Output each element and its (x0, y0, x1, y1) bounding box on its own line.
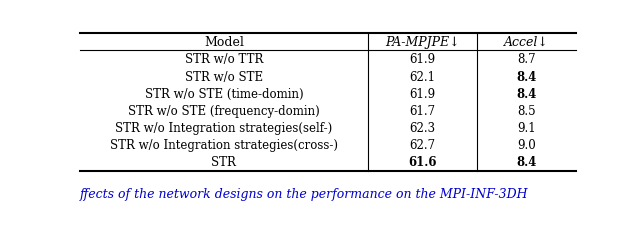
Text: 8.4: 8.4 (516, 70, 536, 83)
Text: 8.5: 8.5 (517, 104, 536, 117)
Text: STR w/o Integration strategies(cross-): STR w/o Integration strategies(cross-) (110, 139, 338, 152)
Text: STR w/o STE (time-domin): STR w/o STE (time-domin) (145, 87, 303, 100)
Text: 62.1: 62.1 (409, 70, 435, 83)
Text: STR w/o Integration strategies(self-): STR w/o Integration strategies(self-) (115, 122, 332, 135)
Text: STR w/o TTR: STR w/o TTR (185, 53, 263, 66)
Text: STR w/o STE (frequency-domin): STR w/o STE (frequency-domin) (128, 104, 320, 117)
Text: 61.6: 61.6 (408, 156, 436, 169)
Text: Model: Model (204, 36, 244, 49)
Text: 9.1: 9.1 (517, 122, 536, 135)
Text: STR: STR (211, 156, 236, 169)
Text: PA-MPJPE↓: PA-MPJPE↓ (385, 36, 460, 49)
Text: 61.7: 61.7 (409, 104, 435, 117)
Text: 61.9: 61.9 (409, 53, 435, 66)
Text: Accel↓: Accel↓ (504, 36, 549, 49)
Text: 62.7: 62.7 (409, 139, 435, 152)
Text: 8.4: 8.4 (516, 156, 536, 169)
Text: 9.0: 9.0 (517, 139, 536, 152)
Text: 62.3: 62.3 (409, 122, 435, 135)
Text: 61.9: 61.9 (409, 87, 435, 100)
Text: 8.4: 8.4 (516, 87, 536, 100)
Text: 8.7: 8.7 (517, 53, 536, 66)
Text: STR w/o STE: STR w/o STE (185, 70, 263, 83)
Text: ffects of the network designs on the performance on the MPI-INF-3DH: ffects of the network designs on the per… (80, 187, 529, 200)
